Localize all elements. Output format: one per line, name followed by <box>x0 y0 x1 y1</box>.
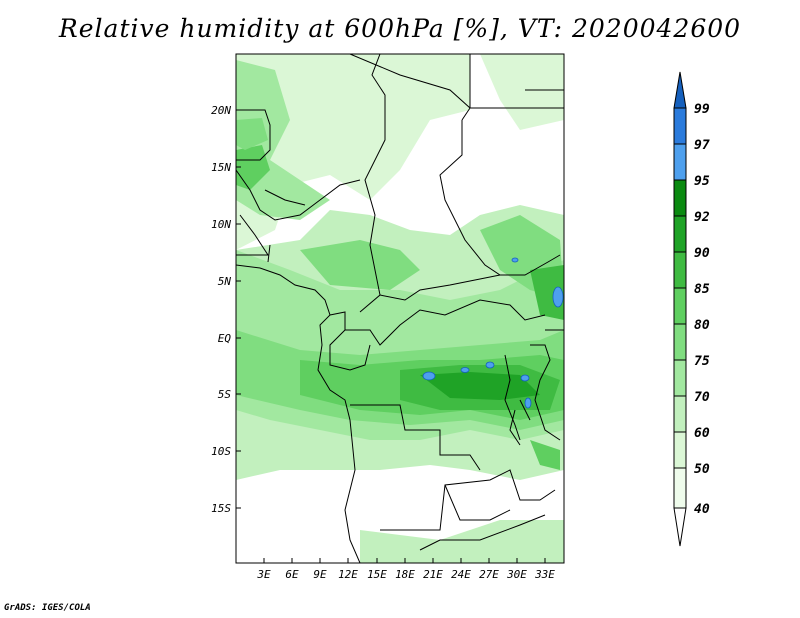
lon-label: 18E <box>395 568 415 581</box>
lon-label: 15E <box>367 568 387 581</box>
colorbar-segment <box>673 143 687 181</box>
colorbar-segment <box>673 179 687 217</box>
grads-credit: GrADS: IGES/COLA <box>4 603 91 613</box>
colorbar-labels: 99 97 95 92 90 85 80 75 70 60 50 40 <box>694 102 710 517</box>
lon-label: 24E <box>451 568 471 581</box>
colorbar-label: 70 <box>694 390 710 405</box>
colorbar-label: 50 <box>694 462 710 477</box>
lon-labels: 3E 6E 9E 12E 15E 18E 21E 24E 27E 30E 33E <box>256 568 555 581</box>
colorbar-segment <box>673 431 687 469</box>
humidity-field <box>236 54 564 563</box>
map-frame <box>235 53 565 564</box>
colorbar-segment <box>673 467 687 509</box>
colorbar-segment <box>673 395 687 433</box>
colorbar-segment <box>673 287 687 325</box>
colorbar-label: 97 <box>694 138 710 153</box>
colorbar-label: 99 <box>694 102 710 117</box>
colorbar-label: 95 <box>694 174 710 189</box>
colorbar-segment <box>673 359 687 397</box>
lat-label: EQ <box>218 332 232 345</box>
lon-label: 3E <box>256 568 271 581</box>
lat-labels: 20N 15N 10N 5N EQ 5S 10S 15S <box>211 104 231 515</box>
lon-label: 9E <box>313 568 327 581</box>
lat-label: 20N <box>211 104 231 117</box>
map-ticks <box>236 109 546 563</box>
colorbar-label: 80 <box>694 318 710 333</box>
colorbar-segment <box>673 323 687 361</box>
lat-label: 10S <box>211 445 231 458</box>
lat-label: 5N <box>218 275 232 288</box>
lat-label: 5S <box>218 388 232 401</box>
lon-label: 21E <box>423 568 443 581</box>
colorbar-segment <box>673 251 687 289</box>
colorbar-bottom-arrow <box>673 507 687 547</box>
colorbar-label: 85 <box>694 282 710 297</box>
colorbar-label: 90 <box>694 246 710 261</box>
lat-label: 15N <box>211 161 231 174</box>
lon-label: 30E <box>506 568 527 581</box>
chart-title: Relative humidity at 600hPa [%], VT: 202… <box>58 14 742 43</box>
colorbar: 99 97 95 92 90 85 80 75 70 60 50 40 <box>673 71 710 547</box>
colorbar-label: 75 <box>694 354 710 369</box>
lon-label: 33E <box>534 568 555 581</box>
colorbar-label: 92 <box>694 210 710 225</box>
lon-label: 27E <box>479 568 499 581</box>
colorbar-top-arrow <box>673 71 687 109</box>
lat-label: 15S <box>211 502 231 515</box>
lon-label: 12E <box>338 568 358 581</box>
colorbar-segment <box>673 107 687 145</box>
colorbar-label: 40 <box>694 502 710 517</box>
lon-label: 6E <box>285 568 299 581</box>
lat-label: 10N <box>211 218 231 231</box>
colorbar-label: 60 <box>694 426 710 441</box>
colorbar-segment <box>673 215 687 253</box>
country-borders <box>236 54 564 563</box>
